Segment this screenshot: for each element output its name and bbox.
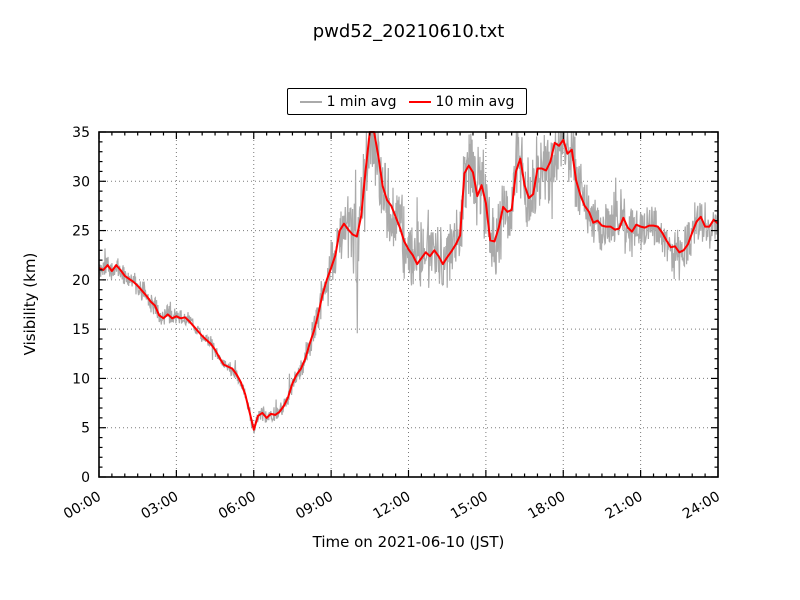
legend-entry-10min: 10 min avg bbox=[408, 93, 515, 110]
y-tick-label: 30 bbox=[72, 174, 90, 190]
y-tick-label: 35 bbox=[72, 125, 90, 141]
x-tick-label: 03:00 bbox=[138, 489, 181, 523]
y-tick-label: 15 bbox=[72, 322, 90, 338]
x-tick-label: 21:00 bbox=[603, 489, 646, 523]
ten-min-avg-line bbox=[98, 131, 719, 431]
legend-label-1min: 1 min avg bbox=[326, 93, 397, 110]
chart-title: pwd52_20210610.txt bbox=[312, 21, 505, 42]
y-tick-label: 5 bbox=[81, 421, 90, 437]
legend-entry-1min: 1 min avg bbox=[299, 93, 397, 110]
x-tick-label: 06:00 bbox=[216, 489, 259, 523]
ten-min-line-swatch bbox=[408, 100, 431, 103]
x-tick-label: 00:00 bbox=[61, 489, 104, 523]
y-tick-label: 25 bbox=[72, 224, 90, 240]
x-tick-label: 09:00 bbox=[293, 489, 336, 523]
y-tick-label: 10 bbox=[72, 371, 90, 387]
x-tick-label: 12:00 bbox=[371, 489, 414, 523]
one-min-avg-line bbox=[98, 131, 719, 434]
x-tick-label: 15:00 bbox=[448, 489, 491, 523]
x-axis-label: Time on 2021-06-10 (JST) bbox=[312, 533, 505, 551]
y-tick-label: 20 bbox=[72, 273, 90, 289]
legend: 1 min avg 10 min avg bbox=[287, 88, 527, 115]
x-tick-label: 24:00 bbox=[680, 489, 723, 523]
legend-label-10min: 10 min avg bbox=[435, 93, 515, 110]
x-tick-label: 18:00 bbox=[525, 489, 568, 523]
one-min-line-swatch bbox=[299, 100, 322, 103]
y-tick-label: 0 bbox=[81, 470, 90, 486]
